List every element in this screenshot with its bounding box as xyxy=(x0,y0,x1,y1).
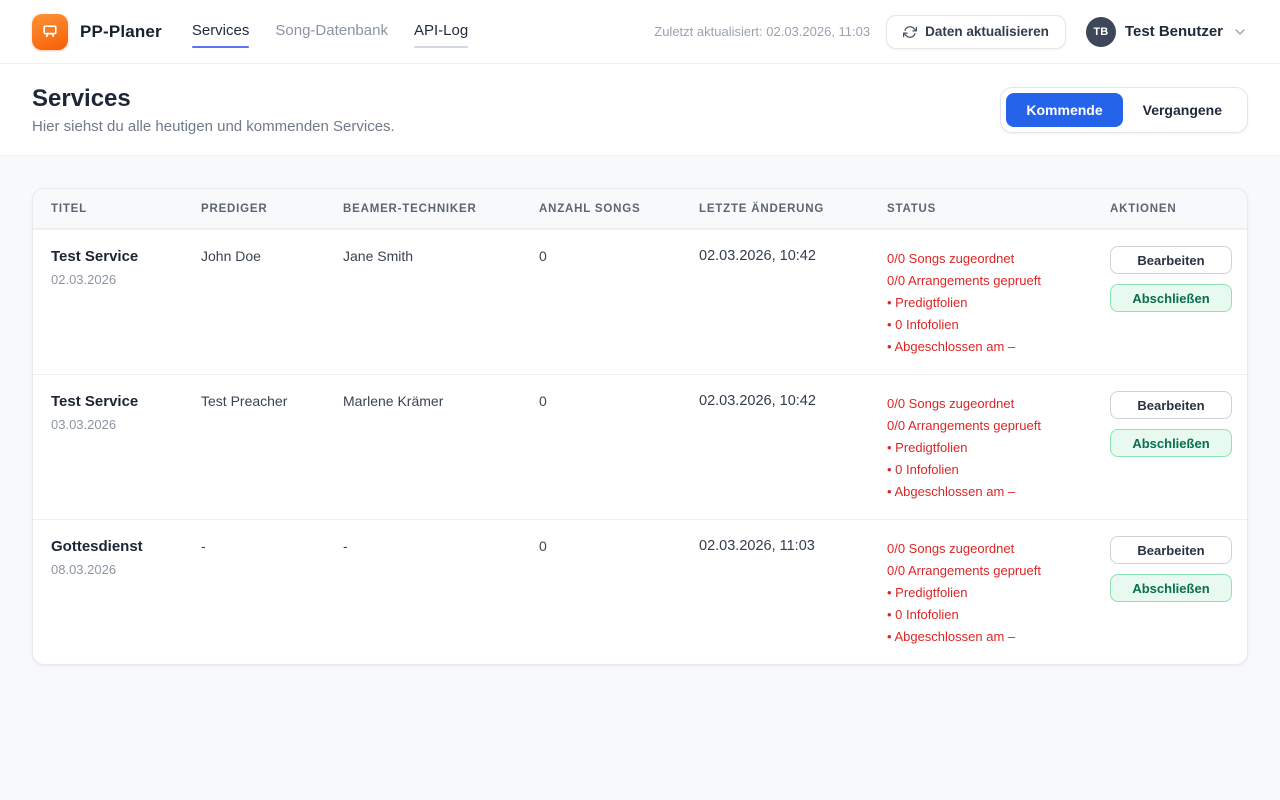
filter-segmented-control: Kommende Vergangene xyxy=(1000,86,1248,133)
refresh-button-label: Daten aktualisieren xyxy=(925,24,1049,39)
app-logo-icon xyxy=(32,13,68,50)
app-header: PP-Planer Services Song-Datenbank API-Lo… xyxy=(0,0,1280,64)
column-header-anzahl-songs: Anzahl Songs xyxy=(539,202,641,215)
status-line: 0/0 Arrangements geprueft xyxy=(887,418,1041,433)
cell-last-change: 02.03.2026, 11:03 xyxy=(699,538,815,554)
edit-button[interactable]: Bearbeiten xyxy=(1110,536,1232,564)
status-line: 0/0 Songs zugeordnet xyxy=(887,396,1015,411)
complete-button[interactable]: Abschließen xyxy=(1110,574,1232,602)
user-name: Test Benutzer xyxy=(1124,23,1223,40)
nav-item-song-datenbank[interactable]: Song-Datenbank xyxy=(275,22,388,39)
page-head-text: Services Hier siehst du alle heutigen un… xyxy=(32,85,395,135)
status-list: 0/0 Songs zugeordnet 0/0 Arrangements ge… xyxy=(887,248,1110,358)
status-line: • Abgeschlossen am – xyxy=(887,484,1016,499)
page-head: Services Hier siehst du alle heutigen un… xyxy=(0,64,1280,156)
cell-status: 0/0 Songs zugeordnet 0/0 Arrangements ge… xyxy=(887,520,1110,664)
status-line: 0/0 Arrangements geprueft xyxy=(887,273,1041,288)
refresh-button[interactable]: Daten aktualisieren xyxy=(886,14,1066,49)
user-menu[interactable]: TB Test Benutzer xyxy=(1085,16,1248,47)
last-updated-text: Zuletzt aktualisiert: 02.03.2026, 11:03 xyxy=(654,24,871,39)
cell-status: 0/0 Songs zugeordnet 0/0 Arrangements ge… xyxy=(887,375,1110,519)
service-date: 03.03.2026 xyxy=(51,417,117,432)
status-line: 0/0 Songs zugeordnet xyxy=(887,541,1015,556)
column-header-letzte-aenderung: Letzte Änderung xyxy=(699,202,825,215)
service-date: 08.03.2026 xyxy=(51,562,117,577)
cell-song-count: 0 xyxy=(539,248,547,264)
nav-item-services[interactable]: Services xyxy=(191,22,250,48)
cell-preacher: - xyxy=(201,538,206,554)
table-row: Test Service 02.03.2026 John Doe Jane Sm… xyxy=(33,229,1247,374)
cell-beamer-technician: - xyxy=(343,538,348,554)
status-line: 0/0 Arrangements geprueft xyxy=(887,563,1041,578)
column-header-titel: Titel xyxy=(51,202,87,215)
cell-beamer-technician: Jane Smith xyxy=(343,248,414,264)
status-line: • 0 Infofolien xyxy=(887,462,959,477)
service-date: 02.03.2026 xyxy=(51,272,117,287)
column-header-beamer-techniker: Beamer-Techniker xyxy=(343,202,477,215)
nav-item-api-log[interactable]: API-Log xyxy=(413,22,469,48)
chevron-down-icon xyxy=(1232,24,1248,40)
brand-name: PP-Planer xyxy=(80,21,162,41)
service-title: Gottesdienst xyxy=(51,538,143,555)
cell-actions: Bearbeiten Abschließen xyxy=(1110,375,1232,519)
services-table: Titel Prediger Beamer-Techniker Anzahl S… xyxy=(32,188,1248,665)
status-line: • 0 Infofolien xyxy=(887,317,959,332)
cell-title: Gottesdienst 08.03.2026 xyxy=(51,520,201,664)
status-line: • 0 Infofolien xyxy=(887,607,959,622)
service-title: Test Service xyxy=(51,393,139,410)
column-header-prediger: Prediger xyxy=(201,202,268,215)
cell-title: Test Service 03.03.2026 xyxy=(51,375,201,519)
table-header-row: Titel Prediger Beamer-Techniker Anzahl S… xyxy=(33,189,1247,229)
cell-title: Test Service 02.03.2026 xyxy=(51,230,201,374)
column-header-aktionen: Aktionen xyxy=(1110,202,1177,215)
status-list: 0/0 Songs zugeordnet 0/0 Arrangements ge… xyxy=(887,393,1110,503)
tab-vergangene[interactable]: Vergangene xyxy=(1123,93,1242,127)
cell-actions: Bearbeiten Abschließen xyxy=(1110,230,1232,374)
main-nav: Services Song-Datenbank API-Log xyxy=(191,22,469,48)
complete-button[interactable]: Abschließen xyxy=(1110,429,1232,457)
edit-button[interactable]: Bearbeiten xyxy=(1110,391,1232,419)
complete-button[interactable]: Abschließen xyxy=(1110,284,1232,312)
column-header-status: Status xyxy=(887,202,937,215)
cell-preacher: John Doe xyxy=(201,248,261,264)
cell-status: 0/0 Songs zugeordnet 0/0 Arrangements ge… xyxy=(887,230,1110,374)
status-line: • Predigtfolien xyxy=(887,585,968,600)
table-row: Gottesdienst 08.03.2026 - - 0 02.03.2026… xyxy=(33,519,1247,664)
status-line: 0/0 Songs zugeordnet xyxy=(887,251,1015,266)
tab-kommende[interactable]: Kommende xyxy=(1006,92,1123,127)
status-list: 0/0 Songs zugeordnet 0/0 Arrangements ge… xyxy=(887,538,1110,648)
page-subtitle: Hier siehst du alle heutigen und kommend… xyxy=(32,117,395,135)
brand: PP-Planer xyxy=(32,13,162,50)
status-line: • Predigtfolien xyxy=(887,295,968,310)
edit-button[interactable]: Bearbeiten xyxy=(1110,246,1232,274)
service-title: Test Service xyxy=(51,248,139,265)
refresh-icon xyxy=(903,25,918,39)
table-row: Test Service 03.03.2026 Test Preacher Ma… xyxy=(33,374,1247,519)
cell-preacher: Test Preacher xyxy=(201,393,288,409)
main-content: Titel Prediger Beamer-Techniker Anzahl S… xyxy=(0,156,1280,697)
status-line: • Abgeschlossen am – xyxy=(887,339,1016,354)
cell-actions: Bearbeiten Abschließen xyxy=(1110,520,1232,664)
cell-last-change: 02.03.2026, 10:42 xyxy=(699,393,816,409)
header-right: Zuletzt aktualisiert: 02.03.2026, 11:03 … xyxy=(654,14,1248,49)
status-line: • Abgeschlossen am – xyxy=(887,629,1016,644)
cell-song-count: 0 xyxy=(539,538,547,554)
avatar: TB xyxy=(1085,16,1116,47)
cell-beamer-technician: Marlene Krämer xyxy=(343,393,444,409)
cell-last-change: 02.03.2026, 10:42 xyxy=(699,248,816,264)
status-line: • Predigtfolien xyxy=(887,440,968,455)
cell-song-count: 0 xyxy=(539,393,547,409)
page-title: Services xyxy=(32,84,131,112)
